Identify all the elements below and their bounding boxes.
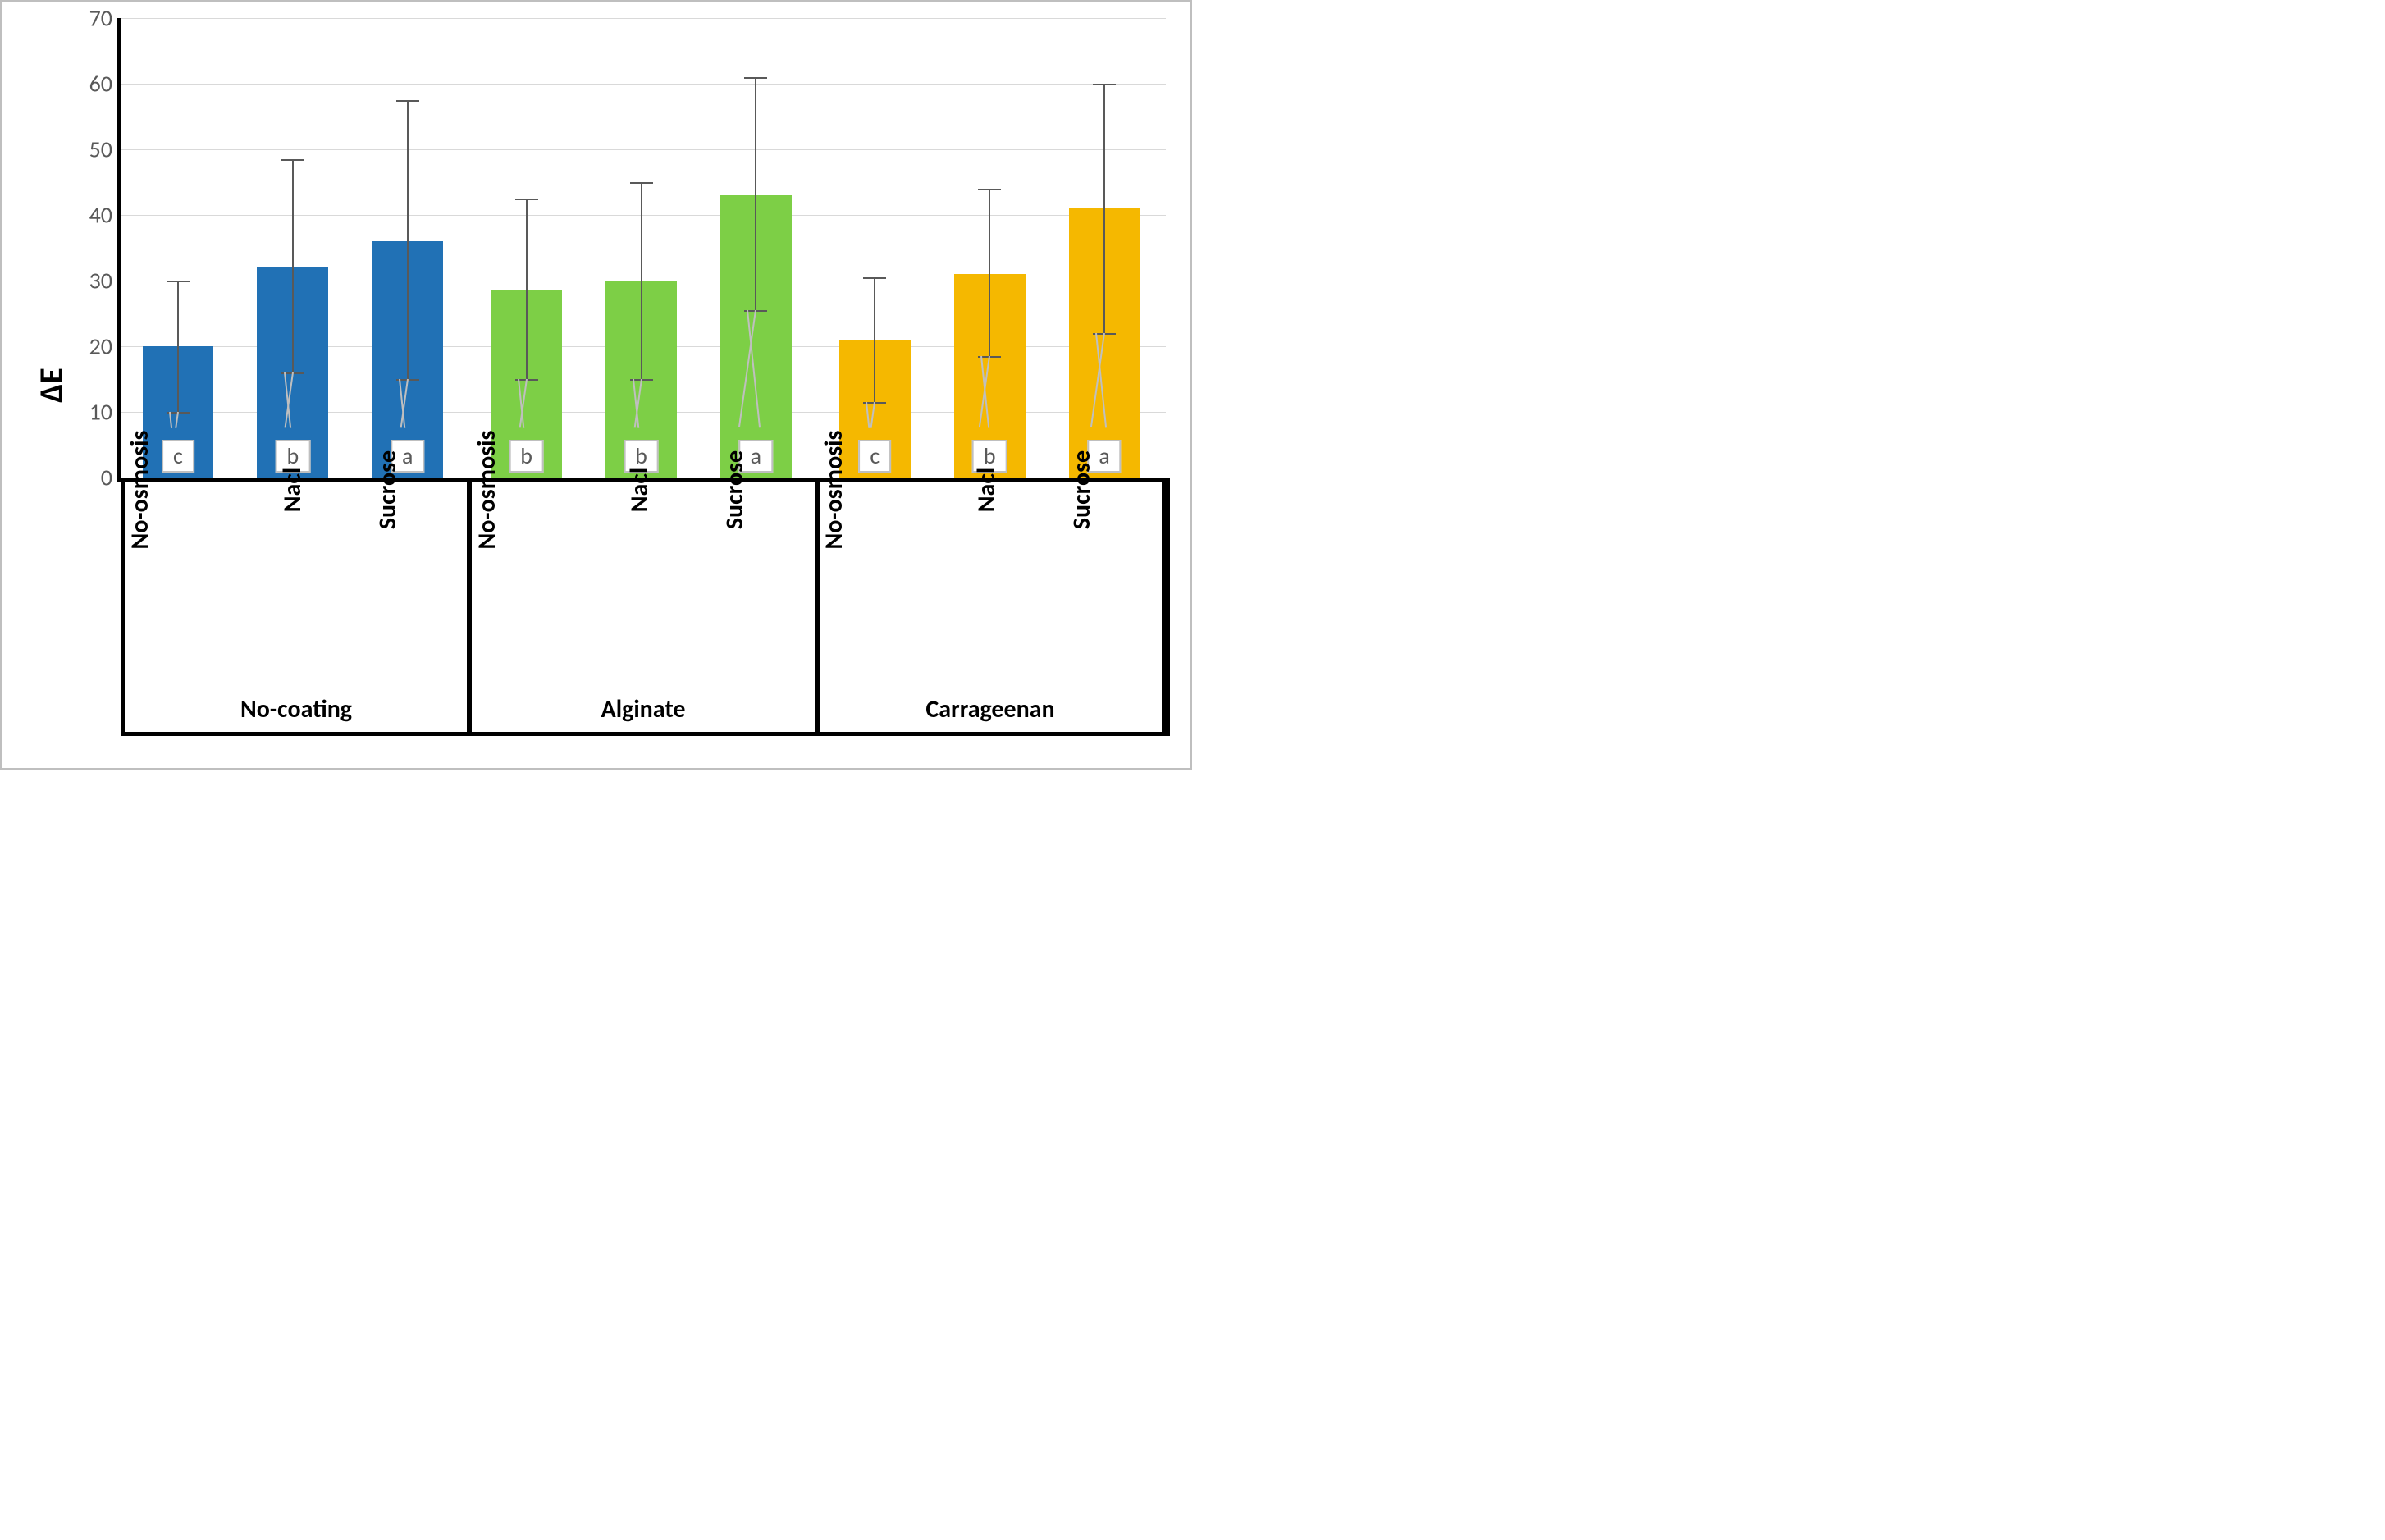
group-separator (1166, 478, 1170, 736)
x-group-label: No-coating (121, 687, 468, 736)
x-axis: No-osmosisNaclSucroseNo-osmosisNaclSucro… (121, 482, 1166, 752)
error-cap (744, 77, 767, 79)
significance-label: c (162, 440, 194, 473)
error-bar (526, 199, 528, 379)
y-tick: 30 (75, 267, 112, 295)
y-axis-label: ΔE (26, 18, 75, 752)
plot-area: 010203040506070cbabbacba (117, 18, 1166, 482)
bar-group: c ba (817, 18, 1166, 478)
y-axis-label-text: ΔE (31, 368, 71, 403)
y-tick: 70 (75, 4, 112, 33)
y-tick: 0 (75, 464, 112, 492)
error-cap (863, 277, 886, 279)
x-tick-label: No-osmosis (125, 482, 244, 687)
error-cap (167, 281, 190, 282)
x-tick-label: Sucrose (356, 482, 468, 687)
error-bar (177, 281, 179, 412)
y-tick: 40 (75, 201, 112, 230)
error-bar (755, 77, 756, 310)
error-bar (292, 159, 294, 372)
x-tick-label: Nacl (244, 482, 356, 687)
error-cap (978, 189, 1001, 190)
bar-group: bba (469, 18, 818, 478)
bar-cell: b (932, 18, 1047, 478)
y-tick: 10 (75, 398, 112, 427)
y-tick: 50 (75, 135, 112, 164)
x-group: No-osmosisNaclSucrose (468, 482, 815, 687)
bar-cell: a (698, 18, 813, 478)
significance-label: c (858, 440, 891, 473)
error-bar (641, 182, 642, 379)
x-group: No-osmosisNaclSucrose (815, 482, 1166, 687)
group-separator (467, 478, 471, 736)
error-cap (630, 182, 653, 184)
error-cap (1093, 84, 1116, 85)
x-group-label: Carrageenan (815, 687, 1166, 736)
bar-cell: a (1047, 18, 1162, 478)
bar-cell: a (350, 18, 465, 478)
x-tick-label: No-osmosis (819, 482, 938, 687)
bar-cell: b (235, 18, 350, 478)
x-tick-label: Sucrose (703, 482, 816, 687)
x-tick-label: Nacl (591, 482, 703, 687)
error-bar (407, 100, 409, 379)
error-bar (874, 277, 875, 402)
x-group-label: Alginate (468, 687, 815, 736)
x-tick-label: No-osmosis (472, 482, 591, 687)
chart: ΔE 010203040506070cbabbacba No-osmosisNa… (26, 18, 1166, 752)
error-cap (281, 159, 304, 161)
error-cap (396, 100, 419, 102)
x-tick-label: Sucrose (1050, 482, 1163, 687)
chart-frame: ΔE 010203040506070cbabbacba No-osmosisNa… (0, 0, 1192, 770)
significance-label: b (509, 440, 544, 473)
error-bar (989, 189, 990, 356)
bar-cell: b (584, 18, 699, 478)
error-bar (1103, 84, 1105, 333)
x-group: No-osmosisNaclSucrose (121, 482, 468, 687)
y-tick: 60 (75, 70, 112, 98)
bar-group: c ba (121, 18, 469, 478)
bar-cell: c (121, 18, 235, 478)
error-cap (515, 199, 538, 200)
y-tick: 20 (75, 332, 112, 361)
x-tick-label: Nacl (938, 482, 1050, 687)
bar-cell: b (469, 18, 584, 478)
bar-cell: c (817, 18, 932, 478)
